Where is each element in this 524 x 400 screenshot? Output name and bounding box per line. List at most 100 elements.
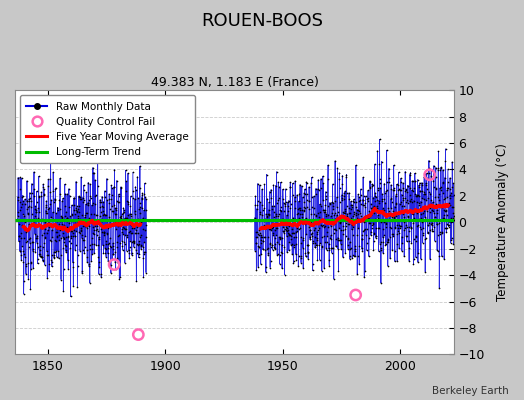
Point xyxy=(341,208,349,214)
Point xyxy=(422,175,431,182)
Point xyxy=(402,238,411,244)
Point xyxy=(133,224,141,230)
Point xyxy=(118,247,127,253)
Point xyxy=(411,178,420,185)
Point xyxy=(424,195,432,201)
Point xyxy=(86,211,95,217)
Point xyxy=(139,244,147,250)
Point xyxy=(125,229,133,236)
Point xyxy=(305,227,314,233)
Point xyxy=(254,198,262,204)
Point xyxy=(306,236,314,243)
Point xyxy=(69,259,77,266)
Point xyxy=(296,191,304,197)
Point xyxy=(284,230,292,236)
Point xyxy=(401,188,410,194)
Point xyxy=(440,256,449,262)
Point xyxy=(43,274,51,281)
Point xyxy=(387,195,396,201)
Point xyxy=(107,196,115,202)
Point xyxy=(348,255,356,262)
Point xyxy=(39,184,48,190)
Point xyxy=(131,210,139,217)
Point xyxy=(73,203,81,209)
Point xyxy=(338,180,346,187)
Point xyxy=(123,248,131,254)
Point xyxy=(379,226,388,232)
Point xyxy=(356,197,365,203)
Point xyxy=(122,188,130,194)
Point xyxy=(85,246,94,252)
Point xyxy=(255,244,263,250)
Point xyxy=(60,222,68,228)
Point xyxy=(133,217,141,224)
Point xyxy=(438,203,446,209)
Point xyxy=(140,227,149,234)
Point xyxy=(350,210,358,217)
Point xyxy=(40,230,48,237)
Point xyxy=(351,248,359,254)
Point xyxy=(82,210,91,216)
Point xyxy=(409,220,418,226)
Point xyxy=(91,193,100,199)
Point xyxy=(129,221,137,228)
Point xyxy=(425,209,434,216)
Point xyxy=(325,235,334,242)
Point xyxy=(315,213,324,220)
Point xyxy=(122,214,130,221)
Point xyxy=(327,236,335,242)
Point xyxy=(45,268,53,274)
Point xyxy=(67,228,75,235)
Point xyxy=(90,250,99,257)
Point xyxy=(322,188,330,195)
Point xyxy=(80,182,88,188)
Point xyxy=(34,222,42,229)
Point xyxy=(284,226,292,233)
Point xyxy=(104,240,113,247)
Point xyxy=(296,225,304,231)
Point xyxy=(129,225,138,232)
Point xyxy=(383,178,391,185)
Point xyxy=(330,220,339,227)
Point xyxy=(63,191,71,197)
Point xyxy=(418,218,427,225)
Point xyxy=(417,215,425,221)
Point xyxy=(291,204,300,211)
Point xyxy=(140,190,149,197)
Point xyxy=(121,226,129,233)
Point xyxy=(126,211,135,218)
Point xyxy=(130,196,139,202)
Point xyxy=(424,169,433,176)
Point xyxy=(405,228,413,234)
Point xyxy=(336,240,345,247)
Point xyxy=(47,238,56,244)
Point xyxy=(278,241,286,248)
Point xyxy=(315,218,323,224)
Point xyxy=(29,246,37,252)
Point xyxy=(376,240,384,247)
Point xyxy=(375,200,384,206)
Point xyxy=(277,249,286,255)
Point xyxy=(98,203,106,210)
Point xyxy=(83,200,92,206)
Point xyxy=(308,204,316,211)
Point xyxy=(381,200,389,206)
Point xyxy=(253,234,261,240)
Point xyxy=(300,207,308,213)
Point xyxy=(96,198,104,205)
Point xyxy=(36,253,44,260)
Point xyxy=(60,239,68,245)
Point xyxy=(125,247,133,254)
Point xyxy=(52,238,60,244)
Point xyxy=(253,202,261,208)
Point xyxy=(403,232,411,239)
Point xyxy=(310,239,319,246)
Point xyxy=(314,210,323,216)
Point xyxy=(18,222,26,229)
Point xyxy=(260,222,268,228)
Point xyxy=(126,210,134,217)
Point xyxy=(40,192,48,198)
Point xyxy=(384,239,392,246)
Point xyxy=(449,204,457,210)
Point xyxy=(385,208,394,214)
